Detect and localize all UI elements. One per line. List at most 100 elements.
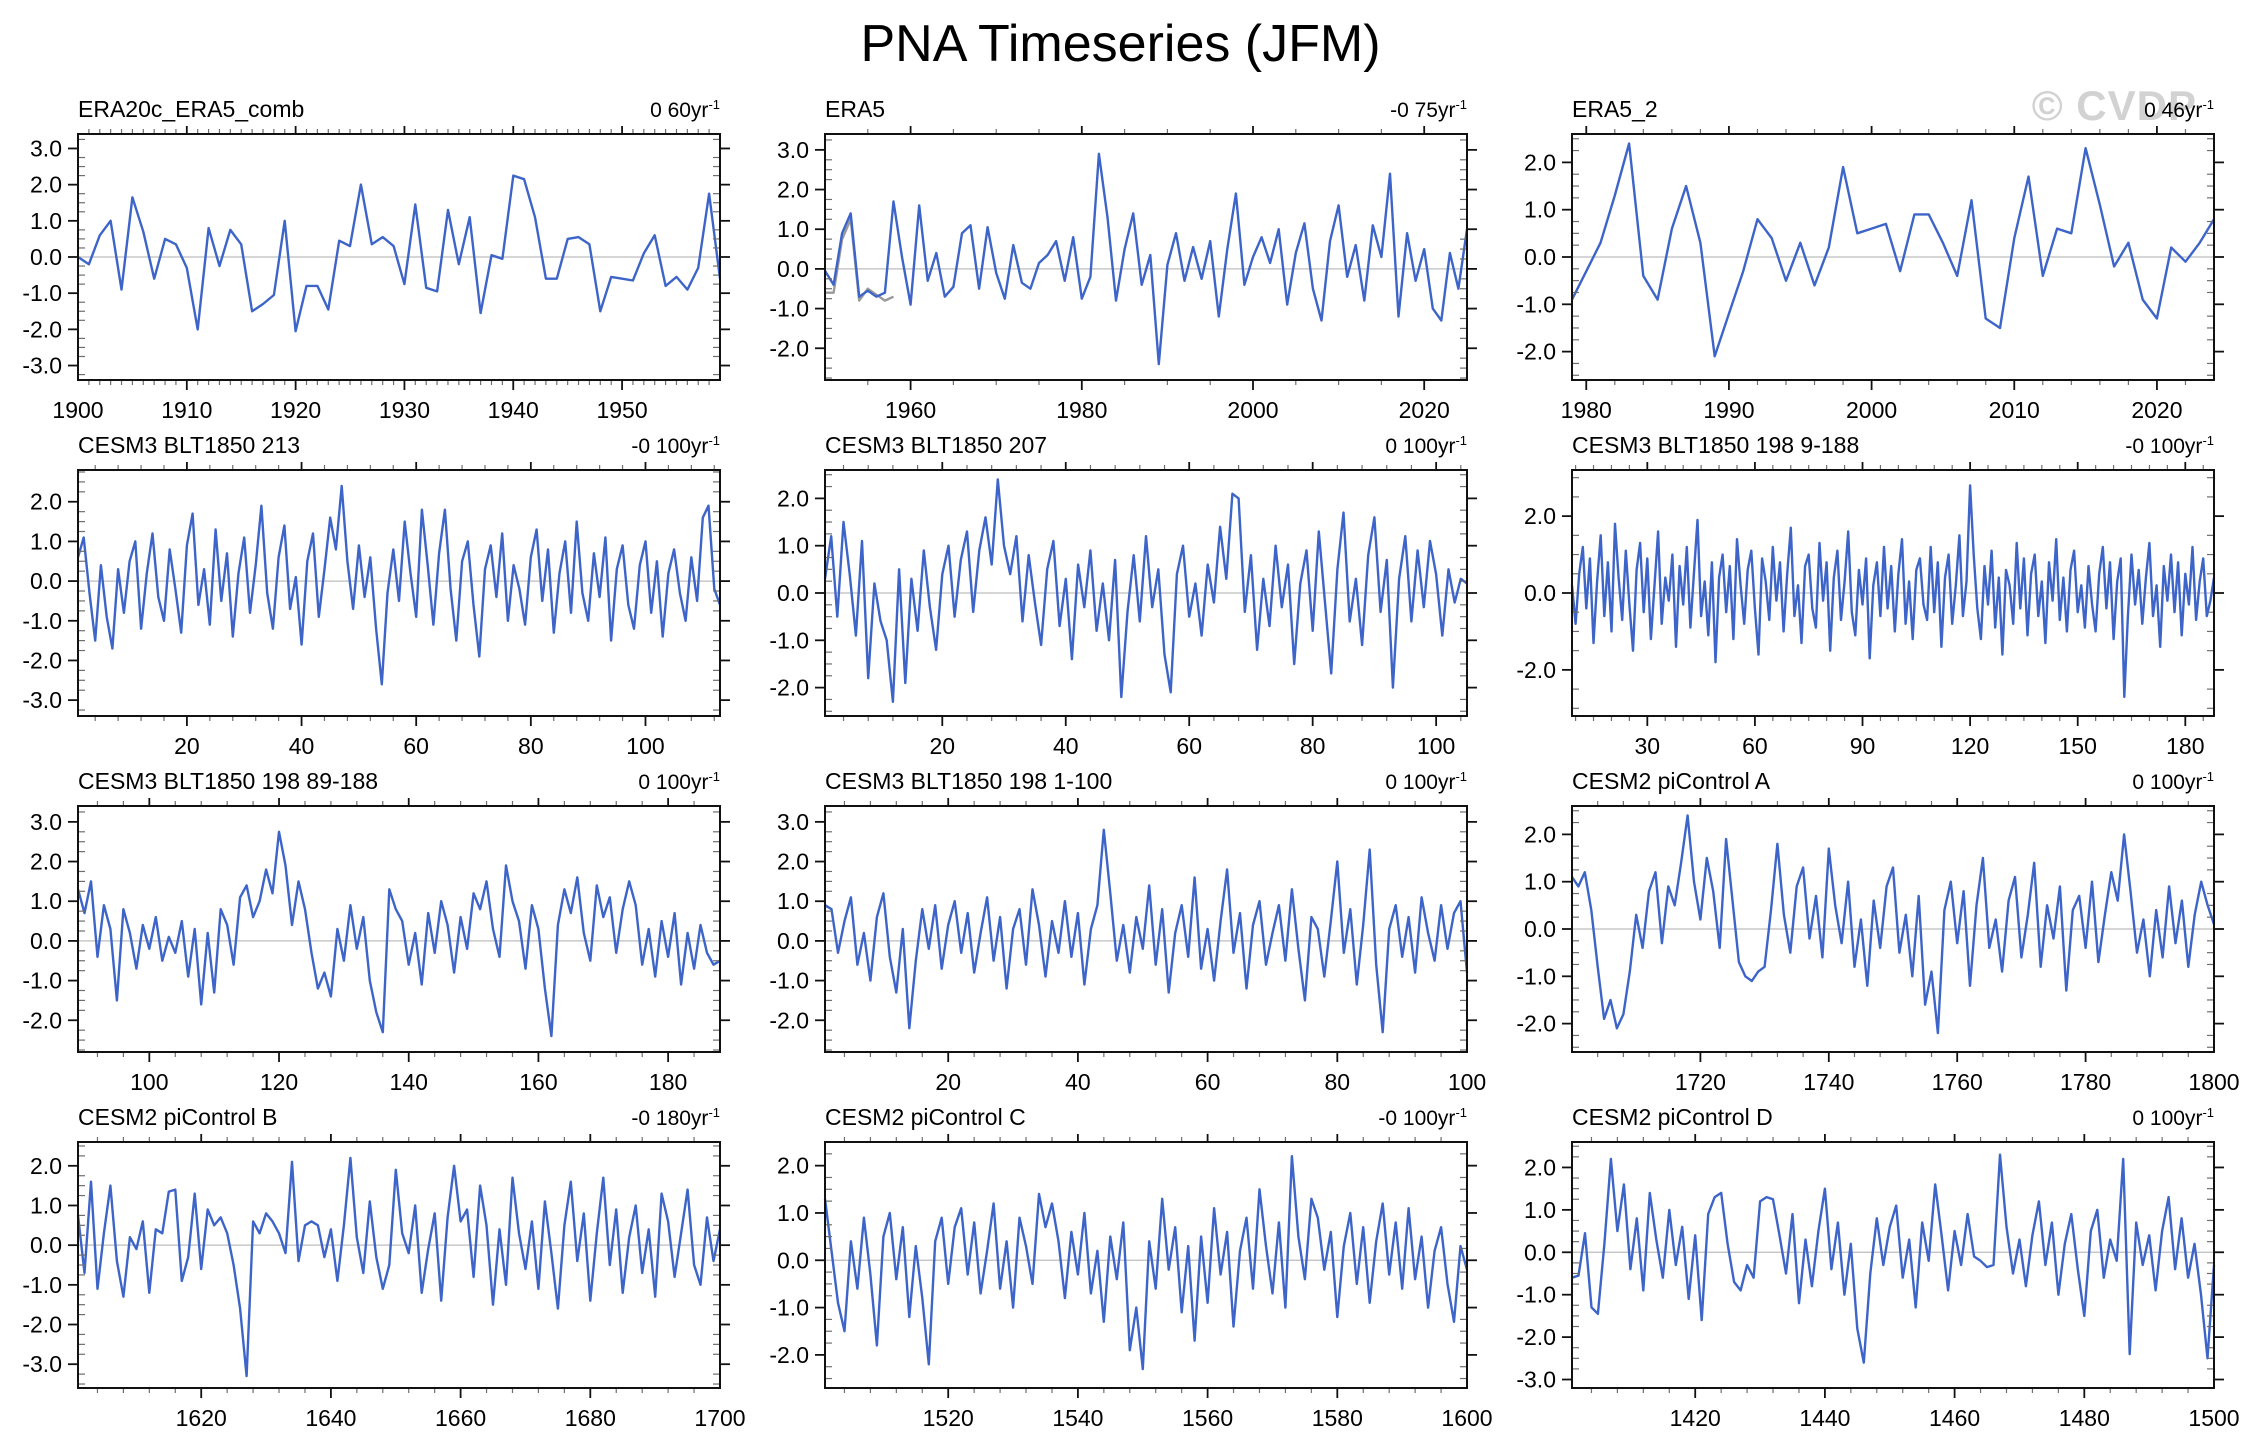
timeseries-panel-11: CESM2 piControl C -0 100yr-1 1520 1540 1560 1… (747, 1104, 1494, 1438)
y-tick-label: 2.0 (30, 172, 62, 198)
x-tick-label: 30 (1635, 733, 1661, 758)
y-tick-label: -2.0 (769, 335, 809, 361)
plot-area: 1980 1990 2000 2010 2020 2.0 1.0 0.0 -1.0 -2.0 (1516, 126, 2224, 422)
plot-area: 20 40 60 80 100 2.0 1.0 0.0 -1.0 -2.0 (769, 462, 1477, 758)
panel-header: ERA20c_ERA5_comb 0 60yr-1 (0, 96, 747, 126)
trend-label: 0 100yr-1 (1385, 433, 1467, 458)
trend-label: 0 100yr-1 (2132, 769, 2214, 794)
y-tick-label: 0.0 (777, 580, 809, 606)
plot-area: 1720 1740 1760 1780 1800 2.0 1.0 0.0 -1.0 -2.0 (1516, 798, 2240, 1094)
x-tick-label: 1980 (1056, 397, 1107, 422)
panel-title: CESM3 BLT1850 198 9-188 (1572, 432, 1860, 458)
timeseries-panel-5: CESM3 BLT1850 207 0 100yr-1 20 40 60 80 100 2.0… (747, 432, 1494, 768)
y-tick-label: 0.0 (777, 1247, 809, 1273)
x-tick-label: 2020 (1399, 397, 1450, 422)
y-tick-label: 1.0 (30, 528, 62, 554)
x-tick-label: 40 (289, 733, 315, 758)
y-tick-label: -1.0 (22, 968, 62, 994)
timeseries-line (76, 1156, 722, 1378)
x-tick-label: 40 (1053, 733, 1079, 758)
y-tick-label: 0.0 (777, 928, 809, 954)
trend-label: 0 100yr-1 (638, 769, 720, 794)
y-tick-label: 0.0 (30, 1232, 62, 1258)
y-tick-label: 2.0 (777, 485, 809, 511)
timeseries-panel-2: ERA5 -0 75yr-1 1960 1980 2000 2020 3.0 2.0 1.0 0.… (747, 96, 1494, 432)
y-tick-label: 0.0 (1524, 244, 1556, 270)
x-tick-label: 20 (935, 1069, 961, 1094)
x-tick-label: 40 (1065, 1069, 1091, 1094)
y-tick-label: 0.0 (777, 256, 809, 282)
panel-grid: ERA20c_ERA5_comb 0 60yr-1 1900 1910 1920 1930… (0, 96, 2241, 1438)
y-tick-label: 2.0 (777, 177, 809, 203)
panel-header: CESM3 BLT1850 207 0 100yr-1 (747, 432, 1494, 462)
x-tick-label: 120 (260, 1069, 298, 1094)
x-tick-label: 1620 (176, 1405, 227, 1430)
x-tick-label: 1740 (1803, 1069, 1854, 1094)
y-tick-label: 1.0 (30, 888, 62, 914)
x-tick-label: 2000 (1846, 397, 1897, 422)
plot-frame (824, 1141, 1468, 1389)
x-tick-label: 60 (1742, 733, 1768, 758)
timeseries-line (77, 174, 722, 333)
y-tick-label: 2.0 (1524, 149, 1556, 175)
trend-label: 0 60yr-1 (650, 97, 720, 122)
x-tick-label: 2020 (2131, 397, 2182, 422)
cvdp-watermark: © CVDP (2031, 82, 2197, 129)
y-tick-label: 3.0 (30, 809, 62, 835)
x-tick-label: 20 (929, 733, 955, 758)
panel-header: CESM3 BLT1850 198 1-100 0 100yr-1 (747, 768, 1494, 798)
x-tick-label: 1480 (2059, 1405, 2110, 1430)
x-tick-label: 1910 (161, 397, 212, 422)
panel-header: ERA5 -0 75yr-1 (747, 96, 1494, 126)
y-tick-label: 3.0 (777, 137, 809, 163)
x-tick-label: 1720 (1675, 1069, 1726, 1094)
timeseries-line (1571, 1153, 2216, 1364)
y-tick-label: 2.0 (1524, 503, 1556, 529)
trend-label: -0 100yr-1 (631, 433, 720, 458)
y-tick-label: 2.0 (30, 849, 62, 875)
trend-label: 0 46yr-1 (2144, 97, 2214, 122)
panel-title: ERA5 (825, 96, 886, 122)
plot-frame (1571, 469, 2215, 717)
y-tick-label: -2.0 (769, 675, 809, 701)
timeseries-panel-8: CESM3 BLT1850 198 1-100 0 100yr-1 20 40 60 80… (747, 768, 1494, 1104)
y-tick-label: 2.0 (30, 1153, 62, 1179)
plot-area: 100 120 140 160 180 3.0 2.0 1.0 0.0 -1.0 -2.0 (22, 798, 730, 1094)
panel-header: CESM2 piControl A 0 100yr-1 (1494, 768, 2241, 798)
x-tick-label: 80 (1300, 733, 1326, 758)
timeseries-panel-7: CESM3 BLT1850 198 89-188 0 100yr-1 100 120 1… (0, 768, 747, 1104)
y-tick-label: -2.0 (1516, 1324, 1556, 1350)
panel-title: CESM2 piControl D (1572, 1104, 1773, 1130)
panel-title: ERA20c_ERA5_comb (78, 96, 305, 122)
x-tick-label: 2000 (1227, 397, 1278, 422)
timeseries-line (1571, 814, 2216, 1035)
plot-area: 1520 1540 1560 1580 1600 2.0 1.0 0.0 -1.0 -2.0 (769, 1134, 1493, 1430)
x-tick-label: 1700 (694, 1405, 745, 1430)
plot-frame (824, 805, 1468, 1053)
panel-title: CESM2 piControl B (78, 1104, 278, 1130)
panel-title: CESM3 BLT1850 198 1-100 (825, 768, 1113, 794)
y-tick-label: -3.0 (1516, 1367, 1556, 1393)
y-tick-label: 1.0 (30, 208, 62, 234)
panel-title: CESM3 BLT1850 213 (78, 432, 301, 458)
y-tick-label: -2.0 (1516, 1011, 1556, 1037)
trend-label: -0 180yr-1 (631, 1105, 720, 1130)
plot-frame (77, 1141, 721, 1389)
plot-frame (77, 805, 721, 1053)
x-tick-label: 1900 (52, 397, 103, 422)
y-tick-label: -1.0 (769, 296, 809, 322)
x-tick-label: 160 (519, 1069, 557, 1094)
y-tick-label: -1.0 (1516, 291, 1556, 317)
y-tick-label: 1.0 (777, 888, 809, 914)
y-tick-label: 2.0 (1524, 821, 1556, 847)
plot-frame (1571, 133, 2215, 381)
x-tick-label: 1680 (565, 1405, 616, 1430)
y-tick-label: 1.0 (777, 1200, 809, 1226)
y-tick-label: 1.0 (30, 1192, 62, 1218)
timeseries-line (76, 484, 722, 686)
y-tick-label: -3.0 (22, 1351, 62, 1377)
plot-area: 1420 1440 1460 1480 1500 2.0 1.0 0.0 -1.0 -2.0 -3.… (1516, 1134, 2240, 1430)
y-tick-label: -2.0 (1516, 339, 1556, 365)
